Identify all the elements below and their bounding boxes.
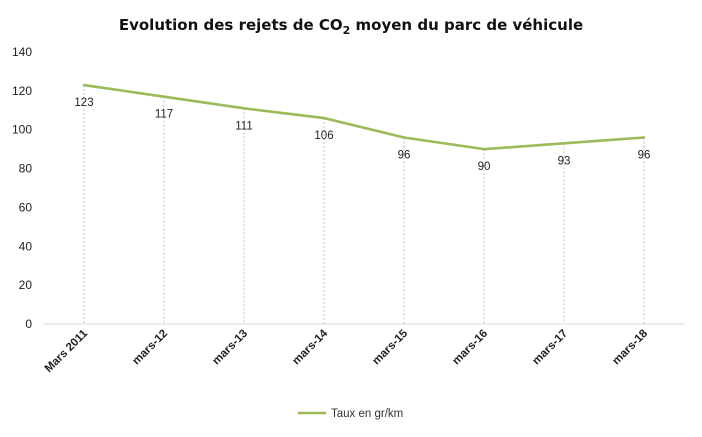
series-line-taux [82,83,646,151]
drop-lines [83,85,645,324]
chart-title: Evolution des rejets de CO2 moyen du par… [119,16,583,37]
y-axis: 0 20 40 60 80 100 120 140 [12,45,32,331]
data-labels: 123 117 111 106 96 90 93 96 [74,97,650,173]
y-tick-label: 0 [25,317,32,331]
data-label: 96 [638,149,651,161]
x-tick-label: mars-17 [530,328,570,368]
x-tick-label: mars-15 [370,327,410,367]
data-label: 117 [155,109,173,121]
x-tick-label: mars-14 [290,327,330,367]
y-tick-label: 80 [19,162,33,176]
legend-label: Taux en gr/km [331,408,403,420]
y-tick-label: 20 [19,278,33,292]
x-tick-label: mars-13 [210,328,250,368]
x-tick-label: Mars 2011 [43,327,91,375]
y-tick-label: 60 [19,200,33,214]
data-label: 93 [558,155,571,167]
chart-title-rest: moyen du parc de véhicule [350,16,583,34]
data-label: 123 [74,97,93,109]
y-tick-label: 100 [12,123,32,137]
data-label: 106 [314,130,333,142]
y-tick-label: 140 [12,45,32,59]
chart-title-subscript: 2 [343,24,351,37]
x-tick-label: mars-18 [610,327,650,367]
x-tick-label: mars-16 [450,328,490,368]
y-tick-label: 120 [12,84,32,98]
data-label: 96 [398,149,411,161]
legend: Taux en gr/km [298,408,403,420]
x-tick-label: mars-12 [130,328,170,368]
data-label: 90 [478,161,491,173]
chart-title-main: Evolution des rejets de CO [119,16,343,34]
y-tick-label: 40 [19,239,33,253]
x-axis: Mars 2011 mars-12 mars-13 mars-14 mars-15 mar… [43,327,651,375]
data-label: 111 [235,120,252,132]
